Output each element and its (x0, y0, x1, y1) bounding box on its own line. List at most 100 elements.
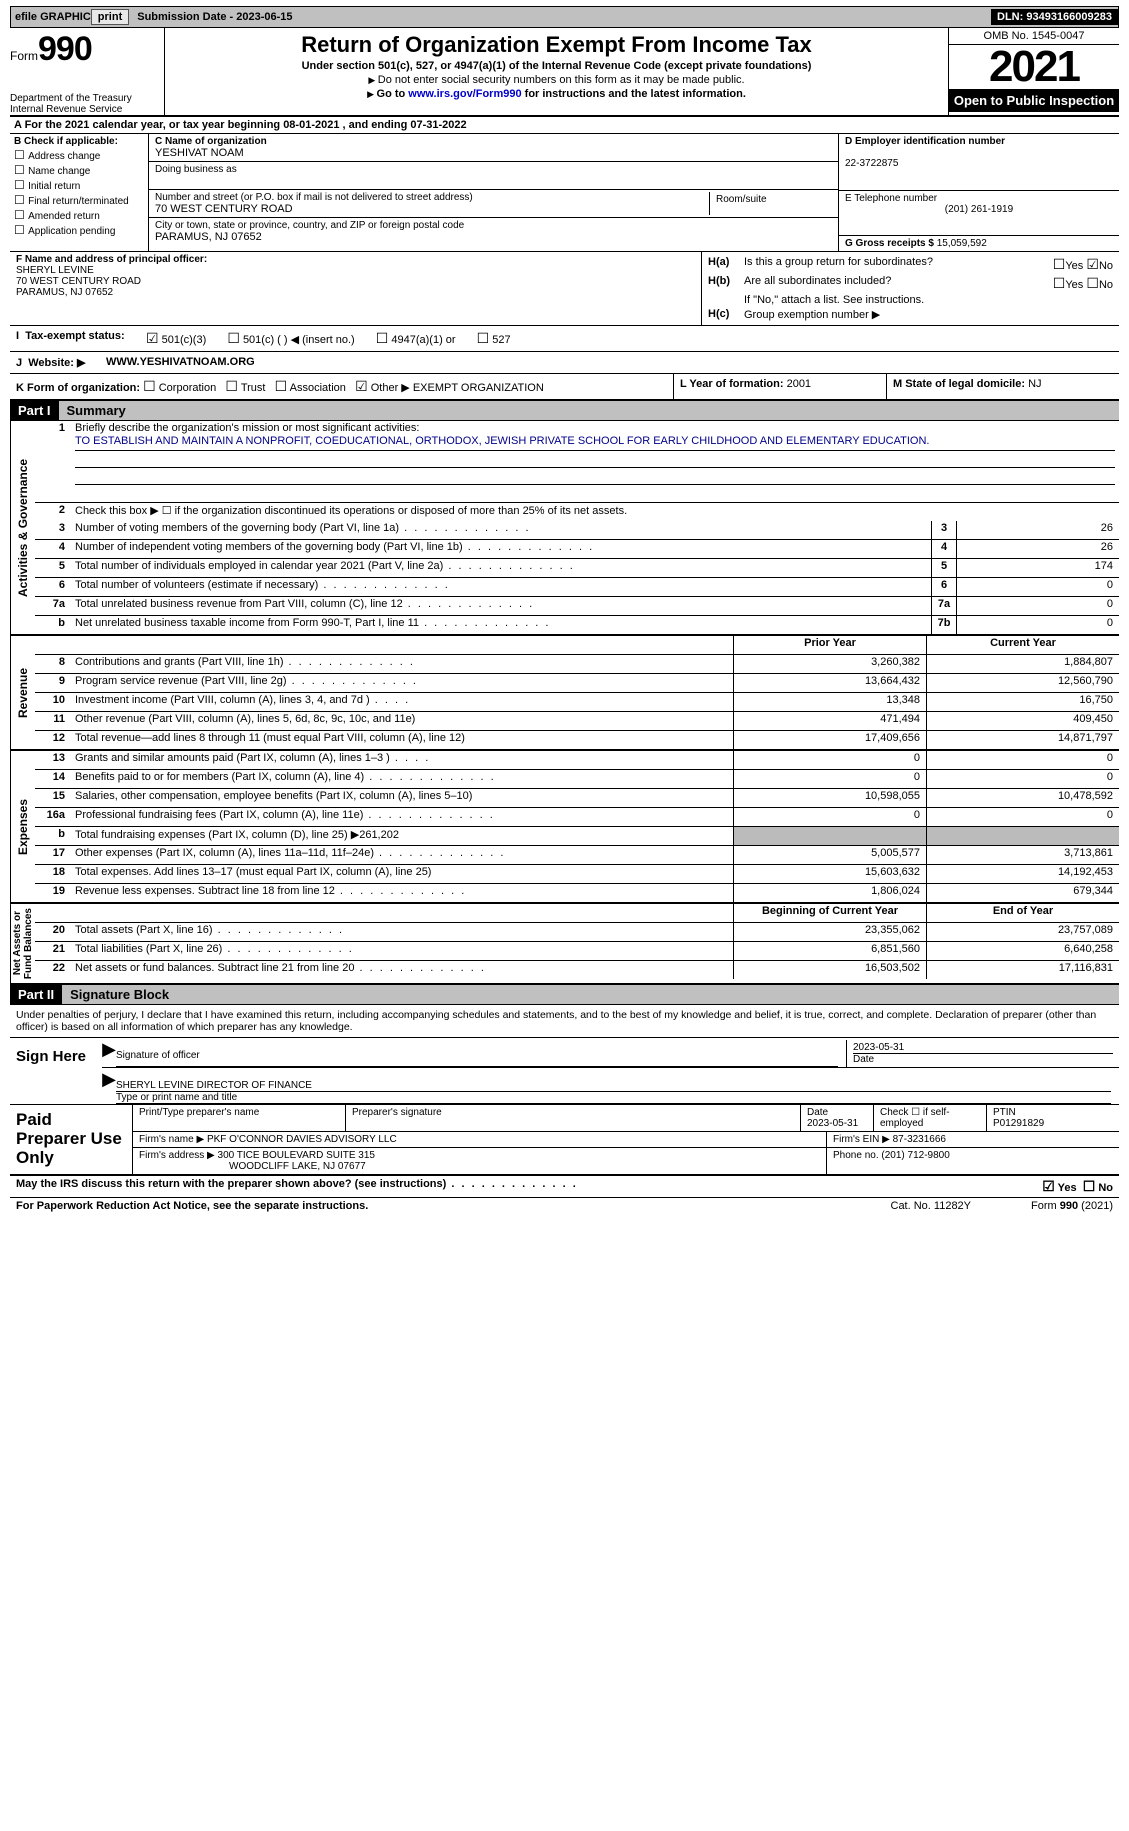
footer-row: For Paperwork Reduction Act Notice, see … (10, 1197, 1119, 1214)
r15-p: 10,598,055 (733, 789, 926, 807)
col-d-ein: D Employer identification number 22-3722… (838, 134, 1119, 251)
org-name-label: C Name of organization (155, 136, 267, 147)
side-label-exp: Expenses (10, 751, 35, 902)
ein-value: 22-3722875 (845, 158, 898, 169)
sig-name-title-label: Type or print name and title (116, 1092, 1111, 1103)
section-i-tax-status: I Tax-exempt status: 501(c)(3) 501(c) ( … (10, 326, 1119, 352)
r7b-b: 7b (931, 616, 956, 634)
r9-n: 9 (35, 674, 71, 692)
r21-d: Total liabilities (Part X, line 26) (71, 942, 733, 960)
r5-v: 174 (956, 559, 1119, 577)
k-assoc-checkbox[interactable] (275, 378, 288, 394)
section-f-h: F Name and address of principal officer:… (10, 252, 1119, 326)
form-title: Return of Organization Exempt From Incom… (171, 32, 942, 58)
section-bcd: B Check if applicable: Address change Na… (10, 134, 1119, 252)
prep-name-label: Print/Type preparer's name (139, 1107, 259, 1118)
chk-address-change[interactable]: Address change (14, 148, 144, 162)
tax-year: 2021 (949, 45, 1119, 89)
q1-label: Briefly describe the organization's miss… (75, 422, 419, 434)
r3-d: Number of voting members of the governin… (71, 521, 931, 539)
r16a-c: 0 (926, 808, 1119, 826)
r14-d: Benefits paid to or for members (Part IX… (71, 770, 733, 788)
side-label-net: Net Assets or Fund Balances (10, 904, 35, 983)
paid-preparer-label: Paid Preparer Use Only (10, 1105, 132, 1174)
r18-p: 15,603,632 (733, 865, 926, 883)
tax-4947-checkbox[interactable] (376, 330, 389, 346)
section-k-form-org: K Form of organization: Corporation Trus… (10, 374, 1119, 401)
signature-declaration: Under penalties of perjury, I declare th… (10, 1005, 1119, 1038)
r14-p: 0 (733, 770, 926, 788)
firm-phone-label: Phone no. (833, 1150, 879, 1161)
net-assets-block: Net Assets or Fund Balances Beginning of… (10, 904, 1119, 985)
tax-501c: 501(c) ( ) ◀ (insert no.) (243, 334, 355, 346)
hb-yes: Yes (1065, 279, 1083, 291)
hb-label: Are all subordinates included? (744, 275, 993, 292)
tax-501c-checkbox[interactable] (227, 330, 240, 346)
col-b-label: B Check if applicable: (14, 136, 118, 147)
tax-527-checkbox[interactable] (477, 330, 490, 346)
chk-initial-return[interactable]: Initial return (14, 178, 144, 192)
r10-c: 16,750 (926, 693, 1119, 711)
discuss-yes-checkbox[interactable] (1042, 1178, 1055, 1194)
r8-c: 1,884,807 (926, 655, 1119, 673)
sig-name-title: SHERYL LEVINE DIRECTOR OF FINANCE (116, 1080, 1111, 1092)
chk-app-pending[interactable]: Application pending (14, 223, 144, 237)
mission-blank2 (75, 468, 1115, 485)
sig-arrow2-icon: ▶ (102, 1070, 116, 1104)
r5-n: 5 (35, 559, 71, 577)
r20-d: Total assets (Part X, line 16) (71, 923, 733, 941)
officer-city: PARAMUS, NJ 07652 (16, 287, 113, 298)
tax-501c3-checkbox[interactable] (146, 330, 159, 346)
form-header: Form990 Department of the Treasury Inter… (10, 28, 1119, 117)
r18-n: 18 (35, 865, 71, 883)
r12-c: 14,871,797 (926, 731, 1119, 749)
r19-c: 679,344 (926, 884, 1119, 902)
col-prior-year: Prior Year (733, 636, 926, 654)
r13-d: Grants and similar amounts paid (Part IX… (71, 751, 733, 769)
k-other-checkbox[interactable] (355, 378, 368, 394)
k-other-value: EXEMPT ORGANIZATION (413, 382, 544, 394)
r17-p: 5,005,577 (733, 846, 926, 864)
k-corp-checkbox[interactable] (143, 378, 156, 394)
r11-d: Other revenue (Part VIII, column (A), li… (71, 712, 733, 730)
tax-4947: 4947(a)(1) or (391, 334, 455, 346)
discuss-no-checkbox[interactable] (1083, 1178, 1096, 1194)
irs-link[interactable]: www.irs.gov/Form990 (408, 88, 521, 100)
r12-d: Total revenue—add lines 8 through 11 (mu… (71, 731, 733, 749)
hb-no-checkbox[interactable] (1086, 275, 1099, 291)
ein-label: D Employer identification number (845, 136, 1005, 147)
ha-yes-checkbox[interactable] (1053, 256, 1066, 272)
print-button[interactable]: print (91, 9, 129, 25)
state-domicile-label: M State of legal domicile: (893, 378, 1025, 390)
ha-no-checkbox[interactable] (1086, 256, 1099, 272)
chk-amended[interactable]: Amended return (14, 208, 144, 222)
r3-b: 3 (931, 521, 956, 539)
paid-preparer-block: Paid Preparer Use Only Print/Type prepar… (10, 1105, 1119, 1176)
revenue-block: Revenue bPrior YearCurrent Year 8Contrib… (10, 636, 1119, 751)
website-label: Website: ▶ (28, 357, 85, 369)
form-num: 990 (38, 30, 92, 68)
chk-final-return[interactable]: Final return/terminated (14, 193, 144, 207)
part2-num: Part II (10, 985, 62, 1004)
sig-arrow-icon: ▶ (102, 1040, 116, 1067)
sig-date: 2023-05-31 (853, 1042, 1113, 1054)
k-trust: Trust (241, 382, 266, 394)
r19-d: Revenue less expenses. Subtract line 18 … (71, 884, 733, 902)
hb-yes-checkbox[interactable] (1053, 275, 1066, 291)
efile-label: efile GRAPHIC (15, 11, 91, 23)
k-corp: Corporation (159, 382, 216, 394)
r4-d: Number of independent voting members of … (71, 540, 931, 558)
chk-name-change[interactable]: Name change (14, 163, 144, 177)
r17-d: Other expenses (Part IX, column (A), lin… (71, 846, 733, 864)
k-trust-checkbox[interactable] (225, 378, 238, 394)
r16b-d: Total fundraising expenses (Part IX, col… (71, 827, 733, 845)
r6-v: 0 (956, 578, 1119, 596)
hb-note: If "No," attach a list. See instructions… (744, 294, 1113, 306)
officer-addr: 70 WEST CENTURY ROAD (16, 276, 141, 287)
col-c-org: C Name of organization YESHIVAT NOAM Doi… (149, 134, 838, 251)
pra-notice: For Paperwork Reduction Act Notice, see … (16, 1200, 891, 1212)
form-ref: Form 990 (2021) (1031, 1200, 1113, 1212)
r4-b: 4 (931, 540, 956, 558)
r19-p: 1,806,024 (733, 884, 926, 902)
form-subtitle-3: Go to www.irs.gov/Form990 for instructio… (171, 88, 942, 100)
